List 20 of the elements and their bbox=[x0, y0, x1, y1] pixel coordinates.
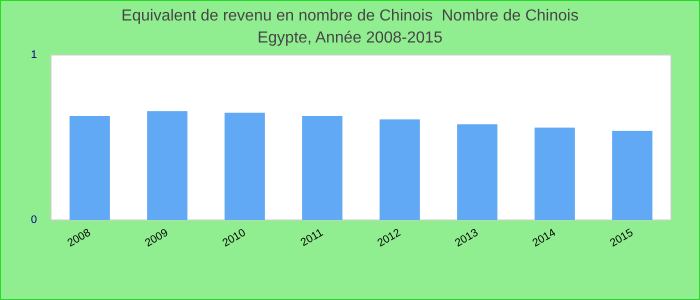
bar bbox=[147, 111, 188, 220]
chart-subtitle: Egypte, Année 2008-2015 bbox=[257, 30, 443, 46]
bar bbox=[70, 116, 110, 220]
chart-title: Equivalent de revenu en nombre de Chinois Nombre de Chinois bbox=[121, 8, 579, 24]
bar bbox=[534, 128, 575, 220]
bar bbox=[302, 116, 342, 220]
bar bbox=[224, 112, 265, 220]
bar bbox=[612, 130, 652, 220]
x-tick-label: 2011 bbox=[298, 226, 326, 250]
x-tick-label: 2010 bbox=[220, 226, 248, 250]
bar bbox=[457, 124, 498, 220]
x-tick-label: 2008 bbox=[66, 226, 93, 250]
x-tick-label: 2013 bbox=[453, 226, 480, 250]
bar bbox=[380, 119, 420, 220]
x-tick-label: 2014 bbox=[530, 226, 558, 250]
y-tick-label: 1 bbox=[30, 49, 37, 61]
x-tick-label: 2015 bbox=[608, 226, 636, 250]
y-tick-label: 0 bbox=[30, 214, 37, 226]
x-tick-label: 2012 bbox=[376, 226, 403, 250]
x-tick-label: 2009 bbox=[143, 226, 170, 250]
